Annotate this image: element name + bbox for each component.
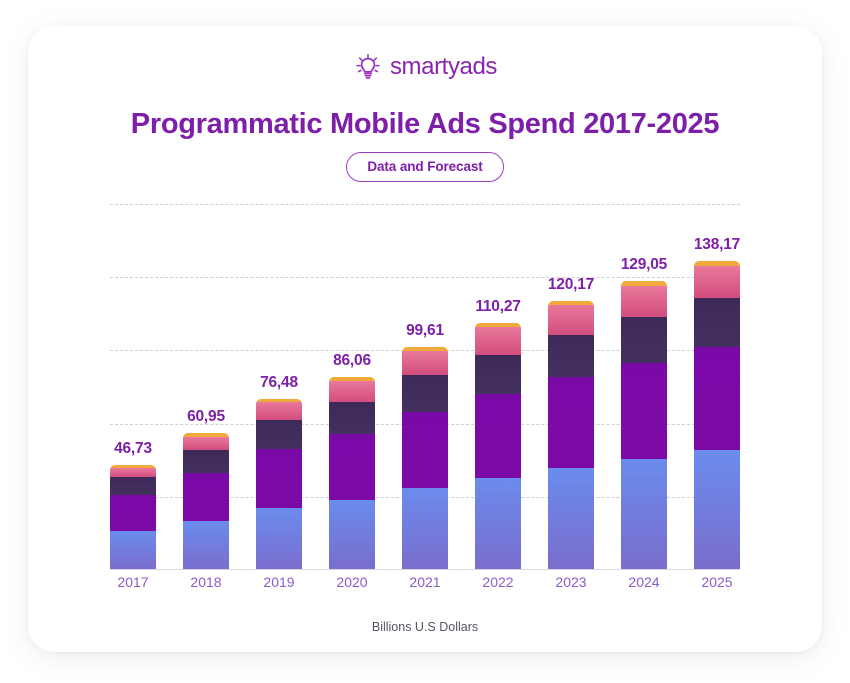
bar-segment-pink	[256, 401, 302, 420]
bar-segment-pink	[694, 265, 740, 299]
bar-segment-purple	[402, 411, 448, 488]
x-tick-label: 2021	[409, 574, 441, 590]
stacked-bar[interactable]	[475, 323, 521, 569]
bar-segment-dark	[548, 334, 594, 378]
bar-segment-blue	[402, 487, 448, 569]
bar-segment-blue	[548, 467, 594, 569]
brand-logo: smartyads	[28, 52, 822, 82]
bar-segment-dark	[110, 476, 156, 495]
x-tick-label: 2023	[555, 574, 587, 590]
bar-column[interactable]: 110,27	[475, 298, 521, 569]
bar-segment-purple	[183, 473, 229, 522]
bar-value-label: 76,48	[260, 373, 298, 391]
bar-segment-orange	[694, 261, 740, 266]
bar-segment-purple	[694, 347, 740, 450]
bar-segment-blue	[621, 458, 667, 569]
bar-group: 46,73 60,95 76,48 86,06 99,61 110,27 120,17 129…	[110, 203, 740, 569]
bar-value-label: 110,27	[475, 298, 521, 316]
bar-segment-orange	[475, 323, 521, 328]
data-forecast-badge[interactable]: Data and Forecast	[346, 152, 504, 182]
bar-segment-orange	[329, 377, 375, 381]
bar-segment-purple	[329, 434, 375, 500]
bar-segment-blue	[475, 477, 521, 569]
bar-segment-orange	[621, 281, 667, 286]
bar-segment-dark	[694, 298, 740, 348]
bar-value-label: 86,06	[333, 352, 371, 370]
x-tick-label: 2022	[482, 574, 514, 590]
stacked-bar[interactable]	[183, 433, 229, 569]
bar-value-label: 99,61	[406, 321, 444, 339]
stacked-bar[interactable]	[621, 281, 667, 569]
bar-segment-blue	[110, 531, 156, 569]
bar-segment-pink	[621, 285, 667, 317]
stacked-bar[interactable]	[110, 464, 156, 569]
x-tick-label: 2020	[336, 574, 368, 590]
bar-segment-dark	[621, 317, 667, 363]
brand-name: smartyads	[389, 53, 498, 80]
bar-segment-purple	[548, 377, 594, 468]
bar-segment-pink	[548, 304, 594, 335]
bar-segment-dark	[183, 450, 229, 474]
bar-segment-blue	[256, 507, 302, 569]
bar-segment-orange	[110, 464, 156, 468]
bar-segment-blue	[694, 449, 740, 569]
bar-segment-dark	[402, 375, 448, 412]
bar-column[interactable]: 99,61	[402, 322, 448, 569]
bar-value-label: 46,73	[114, 439, 152, 457]
bar-value-label: 120,17	[547, 276, 595, 294]
bar-value-label: 60,95	[187, 408, 225, 426]
x-tick-label: 2017	[117, 574, 149, 590]
bar-segment-dark	[329, 401, 375, 435]
bar-segment-purple	[256, 448, 302, 508]
bar-segment-pink	[110, 467, 156, 477]
bar-segment-purple	[475, 394, 521, 478]
bar-segment-pink	[402, 350, 448, 376]
bar-column[interactable]: 120,17	[548, 276, 594, 569]
page-title: Programmatic Mobile Ads Spend 2017-2025	[130, 108, 720, 140]
gridline	[110, 204, 740, 205]
x-tick-label: 2019	[263, 574, 295, 590]
lightbulb-icon	[353, 52, 383, 82]
bar-segment-pink	[183, 436, 229, 451]
bar-segment-dark	[256, 419, 302, 449]
stacked-bar[interactable]	[402, 346, 448, 569]
stacked-bar[interactable]	[548, 301, 594, 569]
bar-column[interactable]: 129,05	[621, 256, 667, 569]
x-tick-label: 2025	[701, 574, 733, 590]
bar-segment-purple	[110, 494, 156, 532]
bar-segment-orange	[183, 433, 229, 437]
x-axis: 2017 2018 2019 2020 2021 2022 2023 2024 2025	[110, 574, 740, 590]
x-tick-label: 2024	[628, 574, 660, 590]
bar-segment-dark	[475, 355, 521, 395]
bar-segment-purple	[621, 362, 667, 459]
axis-baseline	[110, 569, 740, 570]
bar-segment-pink	[475, 327, 521, 356]
stacked-bar[interactable]	[329, 377, 375, 569]
bar-segment-orange	[256, 398, 302, 402]
plot-area: 46,73 60,95 76,48 86,06 99,61 110,27 120,17 129…	[110, 204, 740, 570]
bar-value-label: 138,17	[693, 236, 741, 253]
axis-caption: Billions U.S Dollars	[371, 620, 479, 634]
bar-column[interactable]: 86,06	[329, 352, 375, 569]
bar-segment-orange	[402, 346, 448, 351]
bar-segment-orange	[548, 301, 594, 305]
x-tick-label: 2018	[190, 574, 222, 590]
stacked-bar[interactable]	[694, 261, 740, 569]
bar-column[interactable]: 60,95	[183, 408, 229, 569]
gridline	[110, 277, 740, 279]
stacked-bar[interactable]	[256, 398, 302, 569]
badge-container: Data and Forecast	[28, 152, 822, 182]
bar-column[interactable]: 46,73	[110, 440, 156, 569]
bar-value-label: 129,05	[620, 256, 668, 274]
bar-column[interactable]: 76,48	[256, 374, 302, 569]
bar-segment-blue	[183, 521, 229, 569]
bar-segment-pink	[329, 380, 375, 402]
bar-segment-blue	[329, 499, 375, 569]
bar-column[interactable]: 138,17	[694, 236, 740, 569]
chart-card: smartyads Programmatic Mobile Ads Spend …	[28, 26, 822, 652]
